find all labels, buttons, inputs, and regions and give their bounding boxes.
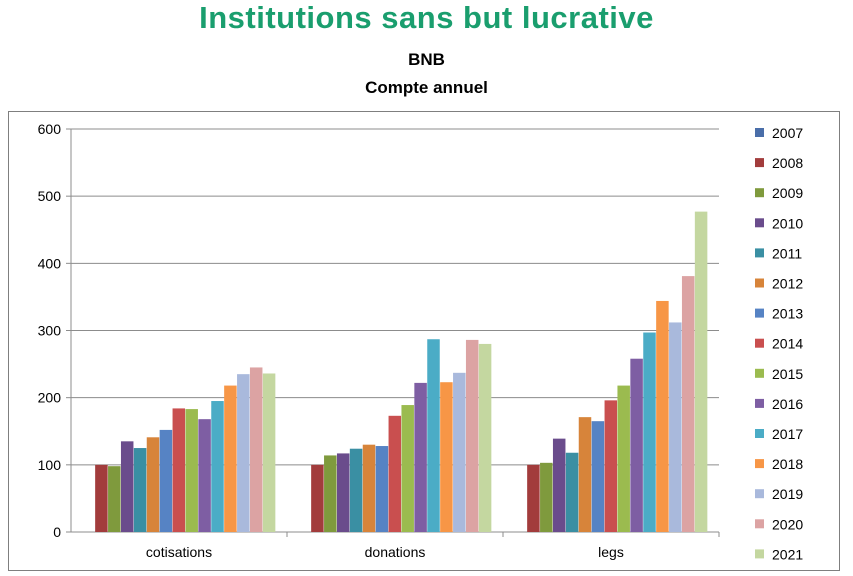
legend-swatch-2018 — [755, 459, 764, 469]
bar-2014-donations — [388, 415, 402, 532]
y-tick-label: 100 — [38, 457, 62, 473]
bar-2019-legs — [669, 322, 682, 532]
legend-label-2019: 2019 — [772, 486, 803, 502]
bar-2019-cotisations — [237, 374, 250, 532]
y-tick-label: 200 — [38, 390, 62, 406]
bar-2020-legs — [681, 276, 695, 532]
legend-label-2021: 2021 — [772, 546, 803, 562]
legend-label-2009: 2009 — [772, 185, 803, 201]
legend-swatch-2012 — [755, 278, 764, 288]
bar-2017-donations — [427, 339, 440, 532]
bar-2008-cotisations — [95, 464, 108, 532]
legend-label-2007: 2007 — [772, 125, 803, 141]
bar-2008-donations — [311, 464, 324, 532]
bar-2009-donations — [324, 455, 337, 532]
legend-swatch-2016 — [755, 398, 764, 408]
legend-label-2012: 2012 — [772, 276, 803, 292]
bar-2014-legs — [604, 400, 618, 532]
bar-2015-cotisations — [185, 409, 198, 532]
bar-2013-cotisations — [159, 429, 173, 532]
bar-2014-cotisations — [172, 408, 186, 532]
legend-swatch-2020 — [755, 519, 764, 529]
bar-2010-legs — [552, 438, 566, 532]
legend-label-2011: 2011 — [772, 245, 802, 261]
legend-swatch-2017 — [755, 429, 764, 438]
legend-swatch-2014 — [755, 338, 764, 348]
bar-2020-donations — [465, 339, 479, 532]
bar-2021-cotisations — [262, 373, 276, 532]
y-tick-label: 600 — [38, 121, 62, 137]
legend-label-2010: 2010 — [772, 215, 803, 231]
y-tick-label: 400 — [38, 255, 62, 271]
x-category-label: cotisations — [146, 544, 212, 560]
bar-chart: 0 100 200 300 400 500 600 cotisations donations l… — [38, 121, 804, 562]
bar-2012-cotisations — [146, 437, 160, 532]
legend-label-2018: 2018 — [772, 456, 803, 472]
legend-swatch-2019 — [755, 489, 764, 499]
y-tick-label: 500 — [38, 188, 62, 204]
bar-2010-donations — [336, 453, 350, 532]
bar-2019-donations — [453, 372, 466, 532]
bar-2018-cotisations — [224, 385, 237, 532]
chart-title: Institutions sans but lucrative — [199, 0, 654, 35]
chart-subtitle-compte: Compte annuel — [365, 78, 488, 97]
chart-frame: 0 100 200 300 400 500 600 cotisations donations l… — [8, 111, 840, 571]
bar-2017-legs — [643, 332, 656, 532]
x-category-label: donations — [365, 544, 426, 560]
bar-2016-cotisations — [198, 419, 211, 532]
bar-2021-legs — [694, 211, 708, 532]
bar-2018-donations — [440, 382, 453, 532]
legend-label-2013: 2013 — [772, 306, 803, 322]
x-category-label: legs — [598, 544, 624, 560]
legend-label-2014: 2014 — [772, 336, 803, 352]
bar-2009-cotisations — [108, 466, 121, 532]
legend-swatch-2009 — [755, 188, 764, 198]
y-tick-label: 0 — [53, 524, 61, 540]
legend-swatch-2011 — [755, 248, 764, 258]
bar-2011-legs — [565, 452, 579, 532]
bar-2017-cotisations — [211, 401, 224, 532]
legend-swatch-2021 — [755, 549, 764, 559]
bar-2021-donations — [478, 343, 492, 532]
legend-swatch-2008 — [755, 158, 764, 168]
legend-label-2016: 2016 — [772, 396, 803, 412]
bar-2016-donations — [414, 382, 427, 532]
legend-swatch-2010 — [755, 218, 764, 228]
legend-label-2020: 2020 — [772, 516, 803, 532]
bar-2012-donations — [362, 444, 376, 532]
legend-swatch-2015 — [755, 368, 764, 378]
bar-2013-legs — [591, 421, 605, 532]
bar-2011-donations — [349, 448, 363, 532]
bar-2015-donations — [401, 405, 414, 532]
y-tick-label: 300 — [38, 323, 62, 339]
legend-label-2008: 2008 — [772, 155, 803, 171]
bar-2020-cotisations — [249, 367, 263, 532]
bar-2010-cotisations — [120, 441, 134, 532]
bar-2016-legs — [630, 358, 643, 532]
bar-2015-legs — [617, 385, 630, 532]
bar-2009-legs — [540, 462, 553, 532]
legend-label-2017: 2017 — [772, 426, 803, 442]
legend-swatch-2007 — [755, 128, 764, 137]
legend-label-2015: 2015 — [772, 366, 803, 382]
bar-2012-legs — [578, 417, 592, 532]
bar-2013-donations — [375, 446, 389, 532]
bar-2008-legs — [527, 464, 540, 532]
bar-2011-cotisations — [133, 448, 147, 532]
bar-2018-legs — [656, 300, 669, 532]
chart-subtitle-bnb: BNB — [408, 50, 445, 69]
legend-swatch-2013 — [755, 308, 764, 318]
